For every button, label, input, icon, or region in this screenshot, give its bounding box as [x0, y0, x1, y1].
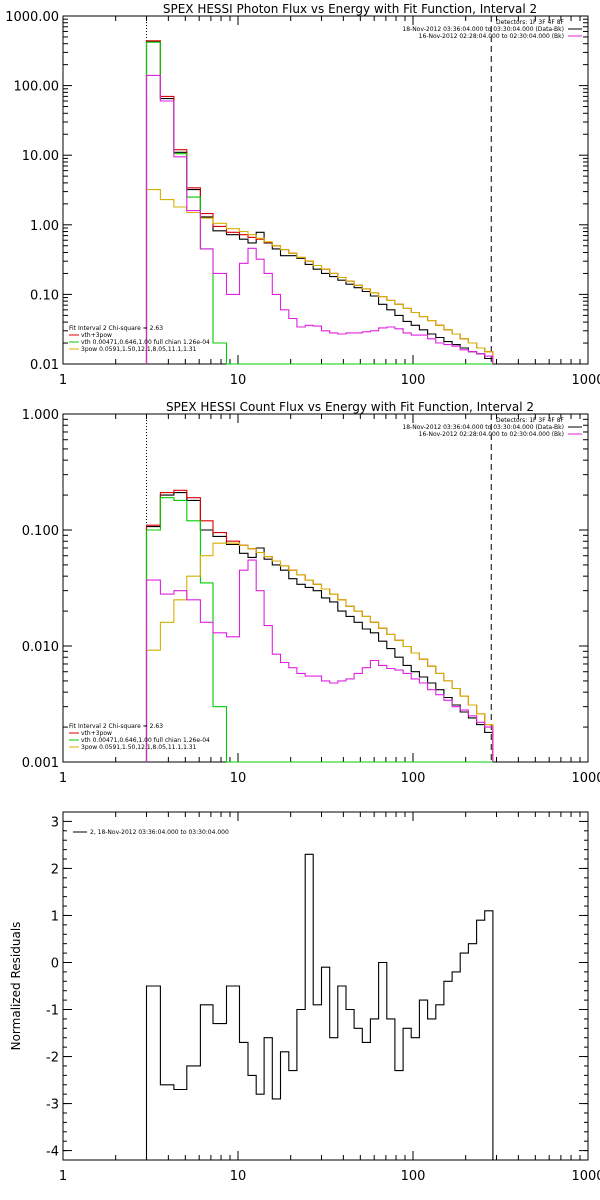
x-tick-label: 100: [401, 373, 426, 388]
y-tick-label: 2: [51, 862, 59, 877]
plot-frame: [62, 15, 589, 365]
legend-entry: vth+3pow: [81, 332, 112, 339]
legend-entry: 18-Nov-2012 03:36:04.000 to 03:30:04.000…: [402, 424, 564, 431]
series-vth-3pow: [145, 40, 494, 364]
series-data-bk: [145, 40, 494, 364]
legend-entry: Fit Interval 2 Chi-square = 2.63: [69, 325, 163, 332]
legend-entry: Detectors: 1F 3F 4F 8F: [496, 19, 565, 26]
y-axis-label: Normalized Residuals: [9, 922, 23, 1051]
y-tick-label: 0.01: [30, 358, 59, 373]
count-flux-chart: SPEX HESSI Count Flux vs Energy with Fit…: [22, 400, 600, 786]
series-data-bk: [145, 492, 494, 762]
y-tick-label: 0.001: [22, 756, 59, 771]
legend-entry: 18-Nov-2012 03:36:04.000 to 03:30:04.000…: [402, 26, 564, 33]
y-tick-label: 0.10: [30, 288, 59, 303]
axis-ticks: 1 10 100 1000 -4 -3 -2 -1 0 1 2 3: [46, 812, 600, 1184]
legend-entry: Detectors: 1F 3F 4F 8F: [496, 417, 565, 424]
x-tick-label: 10: [230, 373, 247, 388]
y-tick-label: -2: [46, 1051, 59, 1066]
plot-frame: [62, 811, 589, 1161]
y-tick-label: 100.00: [14, 80, 60, 95]
chart-title: SPEX HESSI Count Flux vs Energy with Fit…: [166, 400, 534, 414]
residuals-chart: Normalized Residuals 1 10 100 1000 -4 -3 -2 -1 0…: [9, 811, 600, 1184]
legend-entry: Fit Interval 2 Chi-square = 2.63: [69, 723, 163, 730]
y-tick-label: 1.000: [22, 408, 59, 423]
y-tick-label: 1000.00: [5, 10, 59, 25]
x-tick-label: 1000: [571, 771, 600, 786]
y-tick-label: -4: [46, 1145, 59, 1160]
x-tick-label: 1000: [571, 373, 600, 388]
x-tick-label: 1: [59, 1169, 67, 1184]
axis-ticks: 1 10 100 1000 0.01 0.10 1.00 10.00 100.00 1000.00: [5, 10, 600, 388]
legend-entry: 3pow 0.0591,1.50,12.1,8.05,11.1,1.31: [81, 744, 197, 751]
series-vth-3pow: [145, 489, 494, 762]
series-residuals: [145, 853, 494, 1160]
y-tick-label: 1.00: [30, 219, 59, 234]
x-tick-label: 10: [230, 1169, 247, 1184]
legend-entry: vth+3pow: [81, 730, 112, 737]
series-3pow: [145, 189, 494, 364]
y-tick-label: -1: [46, 1004, 59, 1019]
y-tick-label: -3: [46, 1098, 59, 1113]
legend-entry: vth 0.00471,0.646,1.00 full chian 1.26e-…: [81, 339, 210, 346]
series-vth: [145, 41, 493, 365]
y-tick-label: 1: [51, 909, 59, 924]
x-tick-label: 1: [59, 771, 67, 786]
x-tick-label: 100: [401, 771, 426, 786]
chart-title: SPEX HESSI Photon Flux vs Energy with Fi…: [163, 2, 537, 16]
legend-entry: 16-Nov-2012 02:28:04.000 to 02:30:04.000…: [419, 431, 564, 438]
x-tick-label: 1000: [571, 1169, 600, 1184]
series-3pow: [145, 542, 494, 762]
axis-ticks: 1 10 100 1000 0.001 0.010 0.100 1.000: [22, 408, 600, 786]
legend-entry: 16-Nov-2012 02:28:04.000 to 02:30:04.000…: [419, 33, 564, 40]
x-tick-label: 10: [230, 771, 247, 786]
legend-entry: 3pow 0.0591,1.50,12.1,8.05,11.1,1.31: [81, 346, 197, 353]
legend-entry: 2, 18-Nov-2012 03:36:04.000 to 03:30:04.…: [90, 829, 229, 836]
legend: 2, 18-Nov-2012 03:36:04.000 to 03:30:04.…: [73, 829, 229, 836]
x-tick-label: 1: [59, 373, 67, 388]
series-lines: [145, 853, 494, 1160]
legend-entry: vth 0.00471,0.646,1.00 full chian 1.26e-…: [81, 737, 210, 744]
y-tick-label: 3: [51, 815, 59, 830]
series-bk: [145, 74, 494, 364]
y-tick-label: 0.010: [22, 640, 59, 655]
y-tick-label: 0: [51, 956, 59, 971]
series-vth: [145, 497, 493, 763]
plot-frame: [62, 413, 589, 763]
y-tick-label: 0.100: [22, 524, 59, 539]
series-lines: [145, 414, 494, 763]
series-bk: [145, 559, 494, 762]
x-tick-label: 100: [401, 1169, 426, 1184]
series-lines: [145, 16, 494, 365]
y-tick-label: 10.00: [22, 149, 59, 164]
photon-flux-chart: SPEX HESSI Photon Flux vs Energy with Fi…: [5, 2, 600, 388]
